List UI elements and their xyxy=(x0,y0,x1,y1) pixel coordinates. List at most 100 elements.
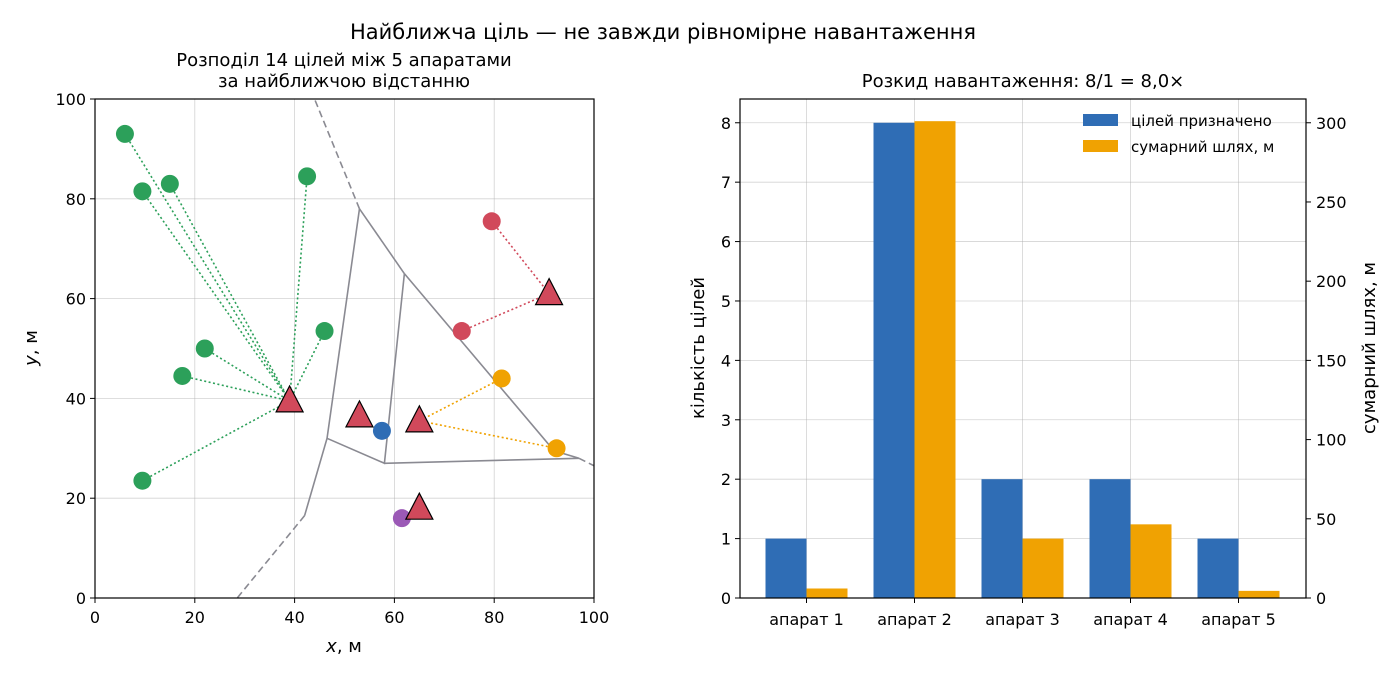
bar-left-y-tick-label: 6 xyxy=(721,233,731,252)
bar-category-label: апарат 4 xyxy=(1093,610,1168,629)
bar-left-y-tick-label: 1 xyxy=(721,530,731,549)
assignment-link xyxy=(141,190,291,402)
bar-right-y-tick-label: 200 xyxy=(1316,272,1347,291)
target-point xyxy=(133,471,152,490)
bar-total-path xyxy=(1022,538,1064,598)
bar-right-y-axis-label: сумарний шлях, м xyxy=(1359,262,1380,434)
voronoi-edge-unbounded xyxy=(236,515,306,599)
bar-category-label: апарат 2 xyxy=(877,610,952,629)
target-point xyxy=(482,212,501,231)
voronoi-edge xyxy=(326,273,406,465)
bar-axes-frame xyxy=(739,98,1307,599)
assignment-link xyxy=(124,133,291,402)
assignment-link xyxy=(288,176,308,401)
assignment-link xyxy=(142,400,290,482)
target-point xyxy=(315,322,334,341)
assignment-link xyxy=(419,420,557,450)
assignment-scatter-chart: Розподіл 14 цілей між 5 апаратами за най… xyxy=(21,50,609,657)
figure-suptitle: Найближча ціль — не завжди рівномірне на… xyxy=(350,20,976,44)
bar-left-y-tick-label: 5 xyxy=(721,292,731,311)
bar-right-y-tick-label: 0 xyxy=(1316,589,1326,608)
vehicles-layer xyxy=(275,277,564,520)
bar-left-y-tick-label: 7 xyxy=(721,173,731,192)
bar-targets-assigned xyxy=(981,479,1023,598)
bar-category-label: апарат 5 xyxy=(1201,610,1276,629)
bar-right-y-tick-label: 300 xyxy=(1316,114,1347,133)
bar-grid xyxy=(740,99,1306,599)
target-point xyxy=(195,339,214,358)
bar-total-path xyxy=(914,121,956,598)
bar-left-y-tick-label: 0 xyxy=(721,589,731,608)
bar-targets-assigned xyxy=(1197,538,1239,598)
scatter-y-tick-label: 100 xyxy=(55,90,86,109)
scatter-x-axis-label: x, м xyxy=(325,636,362,657)
bar-right-y-tick-label: 50 xyxy=(1316,510,1336,529)
scatter-ticks: 0 20 40 60 80 100 0 20 40 60 80 100 xyxy=(55,90,609,627)
vehicle-marker xyxy=(404,491,434,520)
bar-total-path xyxy=(1238,590,1280,598)
voronoi-edge-unbounded xyxy=(578,457,595,467)
legend-swatch-path xyxy=(1083,140,1118,152)
bar-left-y-tick-label: 4 xyxy=(721,351,731,370)
scatter-y-tick-label: 60 xyxy=(66,290,86,309)
assignment-link xyxy=(418,377,503,422)
target-point xyxy=(173,366,192,385)
target-point xyxy=(492,369,511,388)
scatter-y-tick-label: 40 xyxy=(66,389,86,408)
target-point xyxy=(547,439,566,458)
legend-label-path: сумарний шлях, м xyxy=(1131,138,1274,156)
scatter-x-tick-label: 0 xyxy=(90,608,100,627)
scatter-y-tick-label: 20 xyxy=(66,489,86,508)
load-bar-chart: Розкид навантаження: 8/1 = 8,0× апарат 1… xyxy=(688,71,1380,629)
scatter-x-tick-label: 80 xyxy=(484,608,504,627)
bar-total-path xyxy=(806,588,848,598)
scatter-axes-frame xyxy=(94,98,595,599)
scatter-x-tick-label: 40 xyxy=(284,608,304,627)
vehicle-marker xyxy=(534,277,564,306)
voronoi-edge xyxy=(384,457,580,465)
scatter-x-tick-label: 100 xyxy=(579,608,610,627)
assignment-link xyxy=(204,347,291,402)
scatter-y-tick-label: 0 xyxy=(76,589,86,608)
assignment-link xyxy=(491,220,550,295)
bar-title: Розкид навантаження: 8/1 = 8,0× xyxy=(862,71,1185,92)
voronoi-edge xyxy=(303,208,361,516)
bar-category-label: апарат 1 xyxy=(769,610,844,629)
bar-right-y-tick-label: 100 xyxy=(1316,431,1347,450)
target-point xyxy=(160,174,179,193)
bar-category-label: апарат 3 xyxy=(985,610,1060,629)
vehicle-marker xyxy=(275,384,305,413)
voronoi-edge-unbounded xyxy=(313,98,361,210)
legend-label-targets: цілей призначено xyxy=(1131,112,1272,130)
bar-targets-assigned xyxy=(765,538,807,598)
target-point xyxy=(372,421,391,440)
bar-left-y-axis-label: кількість цілей xyxy=(688,277,709,419)
bar-targets-assigned xyxy=(1089,479,1131,598)
voronoi-edge xyxy=(358,208,406,275)
bar-legend: цілей призначено сумарний шлях, м xyxy=(1083,112,1274,156)
target-point xyxy=(298,167,317,186)
assignment-link xyxy=(182,375,290,402)
bar-ticks: апарат 1 апарат 2 апарат 3 апарат 4 апарат 5… xyxy=(721,114,1347,629)
vehicle-marker xyxy=(344,399,374,428)
bar-total-path xyxy=(1130,524,1172,598)
targets-layer xyxy=(115,124,566,528)
assignment-link xyxy=(169,183,291,402)
target-point xyxy=(452,322,471,341)
assignment-link xyxy=(461,292,550,332)
bar-right-y-tick-label: 250 xyxy=(1316,193,1347,212)
bar-left-y-tick-label: 2 xyxy=(721,470,731,489)
bar-left-y-tick-label: 3 xyxy=(721,411,731,430)
vehicle-marker xyxy=(404,404,434,433)
scatter-y-tick-label: 80 xyxy=(66,190,86,209)
bar-right-y-tick-label: 150 xyxy=(1316,351,1347,370)
target-point xyxy=(392,509,411,528)
scatter-y-axis-label: y, м xyxy=(21,330,42,367)
bar-left-y-tick-label: 8 xyxy=(721,114,731,133)
scatter-x-tick-label: 60 xyxy=(384,608,404,627)
scatter-title-line1: Розподіл 14 цілей між 5 апаратами xyxy=(176,50,512,71)
target-point xyxy=(115,124,134,143)
legend-swatch-targets xyxy=(1083,114,1118,126)
